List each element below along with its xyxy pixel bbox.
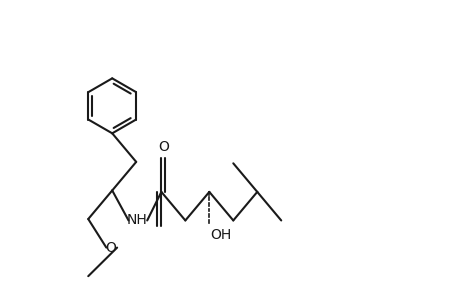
Text: O: O <box>157 140 168 154</box>
Text: OH: OH <box>210 228 231 242</box>
Text: O: O <box>105 241 116 255</box>
Text: NH: NH <box>127 214 147 227</box>
